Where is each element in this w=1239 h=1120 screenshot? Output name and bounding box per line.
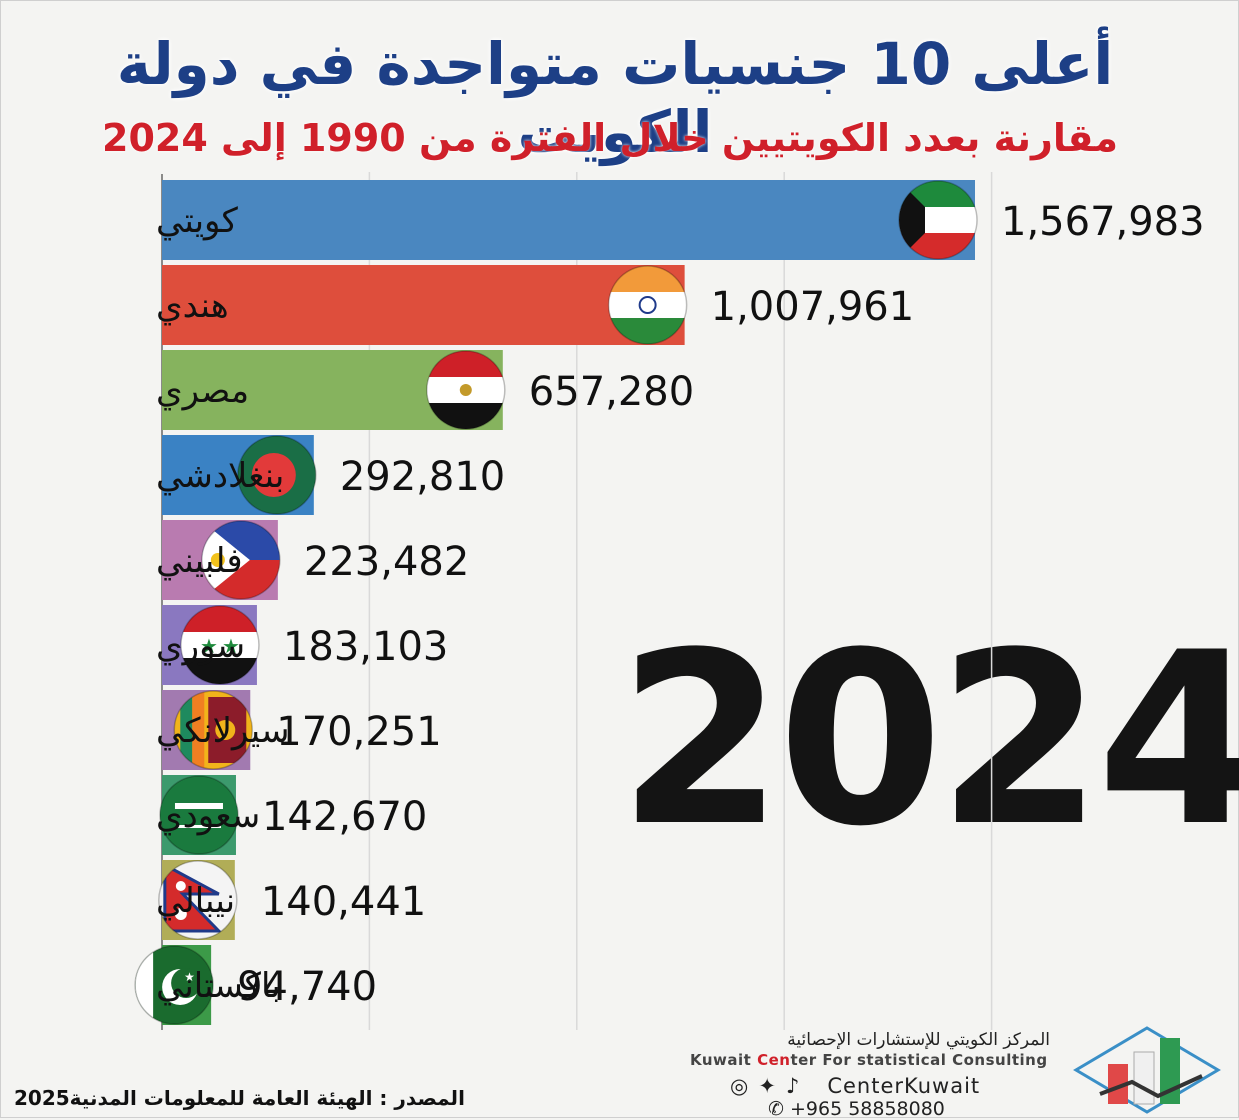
category-label: نيبالي: [156, 881, 235, 921]
bar-0: [162, 180, 975, 260]
category-label: بنغلادشي: [156, 456, 284, 496]
egypt-flag-icon: [426, 350, 506, 430]
value-label: 657,280: [529, 369, 694, 415]
svg-text:★: ★: [200, 634, 218, 658]
phone-number: ✆ +965 58858080: [768, 1098, 945, 1120]
value-label: 140,441: [261, 879, 426, 925]
category-label: فلبيني: [156, 541, 243, 581]
value-label: 292,810: [340, 454, 505, 500]
social-handle[interactable]: CenterKuwait: [827, 1074, 981, 1098]
category-label: سيرلانكي: [156, 711, 289, 751]
org-name-en-red: Cen: [757, 1051, 791, 1069]
value-label: 1,007,961: [711, 284, 915, 330]
india-flag-icon: [607, 265, 688, 345]
bar-1: [162, 265, 685, 345]
value-label: 1,567,983: [1001, 199, 1205, 245]
org-name-english: Kuwait Center For statistical Consulting: [690, 1051, 1060, 1069]
value-label: 142,670: [262, 794, 427, 840]
source-note: المصدر : الهيئة العامة للمعلومات المدنية…: [14, 1086, 465, 1110]
pakistan-flag-icon: ★: [134, 945, 214, 1025]
category-label: سوري: [156, 626, 245, 666]
tiktok-icon[interactable]: ♪: [785, 1074, 800, 1098]
social-links: ◎ ✦ ♪ CenterKuwait: [730, 1074, 980, 1098]
nepal-flag-icon: [158, 860, 238, 940]
category-label: هندي: [156, 286, 229, 326]
saudi-flag-icon: [159, 775, 239, 855]
value-label: 223,482: [304, 539, 469, 585]
chart-subtitle: مقارنة بعدد الكويتيين خلال الفترة من 199…: [102, 116, 1118, 160]
kuwait-flag-icon: [898, 180, 978, 260]
syria-flag-icon: ★ ★: [180, 605, 260, 685]
value-label: 183,103: [283, 624, 448, 670]
org-logo-icon: [1073, 1026, 1221, 1114]
org-name-en-prefix: Kuwait: [690, 1051, 758, 1069]
category-label: باكستاني: [156, 966, 281, 1006]
svg-text:★: ★: [184, 970, 195, 984]
srilanka-flag-icon: [173, 690, 254, 770]
phone-text: +965 58858080: [789, 1098, 945, 1120]
bangladesh-flag-icon: [237, 435, 317, 515]
value-label: 94,740: [237, 964, 377, 1010]
category-label: مصري: [156, 371, 249, 411]
svg-text:★: ★: [222, 634, 240, 658]
year-label: 2024: [618, 602, 1239, 879]
org-name-arabic: المركز الكويتي للإستشارات الإحصائية: [787, 1030, 1050, 1050]
category-label: كويتي: [156, 201, 239, 241]
value-label: 170,251: [276, 709, 441, 755]
whatsapp-icon: ✆: [768, 1098, 784, 1120]
instagram-icon[interactable]: ◎: [730, 1074, 749, 1098]
chart-title: أعلى 10 جنسيات متواجدة في دولة الكويت: [116, 30, 1114, 166]
org-name-en-suffix: ter For statistical Consulting: [790, 1051, 1048, 1069]
twitter-icon[interactable]: ✦: [758, 1074, 776, 1098]
category-label: سعودي: [156, 796, 260, 836]
